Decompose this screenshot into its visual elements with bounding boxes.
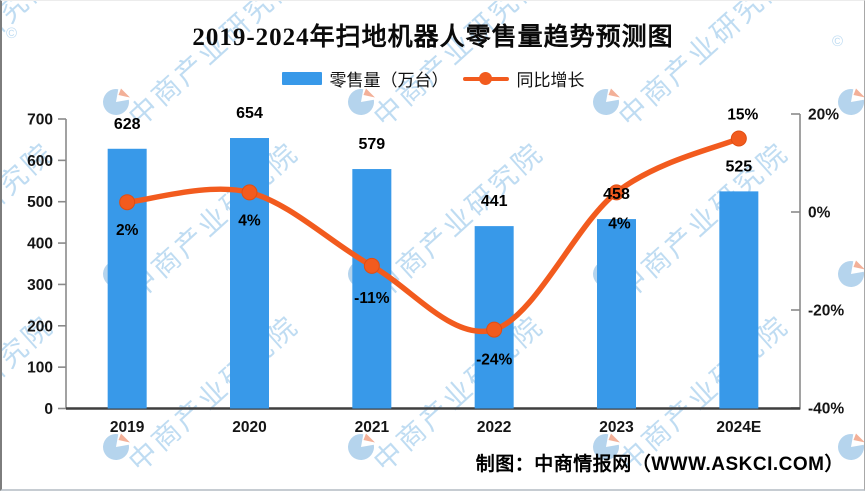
bar-2023	[597, 219, 636, 409]
line-point-2020	[241, 184, 258, 201]
bar-2021	[352, 169, 392, 409]
line-point-2022	[486, 321, 503, 338]
bar-value-label: 654	[236, 105, 263, 122]
line-value-label: 15%	[727, 107, 758, 124]
y-axis-right-tick-label: -20%	[808, 303, 844, 320]
y-axis-left-tick-label: 600	[27, 153, 53, 170]
y-axis-left-tick-label: 400	[27, 236, 53, 253]
bar-2020	[230, 138, 269, 409]
line-value-label: -11%	[354, 290, 390, 307]
y-axis-right-tick-label: 20%	[808, 107, 839, 124]
x-axis-category-label: 2022	[477, 419, 511, 436]
x-axis-category-label: 2020	[232, 419, 266, 436]
line-point-2019	[119, 194, 136, 211]
line-point-2021	[363, 257, 380, 274]
bar-value-label: 628	[114, 116, 141, 133]
bar-2019	[107, 148, 147, 409]
bar-value-label: 458	[603, 186, 630, 203]
line-value-label: 4%	[238, 212, 261, 229]
legend-bar-label: 零售量（万台）	[329, 71, 449, 90]
y-axis-right-tick-label: -40%	[808, 401, 844, 418]
line-series-swatch	[462, 72, 509, 85]
chart-title: 2019-2024年扫地机器人零售量趋势预测图	[192, 24, 674, 51]
line-point-2023	[608, 184, 625, 201]
bar-2024E	[719, 191, 759, 409]
legend-line-label: 同比增长	[516, 71, 585, 90]
x-axis-category-label: 2021	[355, 419, 390, 436]
x-axis-category-label: 2023	[599, 419, 634, 436]
y-axis-left-tick-label: 200	[27, 318, 53, 335]
line-value-label: -24%	[476, 352, 512, 369]
footer-credit: 制图：中商情报网（WWW.ASKCI.COM）	[475, 454, 844, 475]
y-axis-left-tick-label: 100	[27, 360, 53, 377]
bar-value-label: 579	[358, 136, 385, 153]
legend-item-line-series: 同比增长	[462, 66, 585, 91]
y-axis-left-tick-label: 500	[27, 194, 53, 211]
y-axis-left-tick-label: 0	[44, 401, 53, 418]
legend: 零售量（万台） 同比增长	[2, 66, 864, 91]
bar-value-label: 441	[481, 193, 508, 210]
growth-line	[124, 135, 742, 335]
x-axis-category-label: 2019	[110, 419, 145, 436]
line-value-label: 2%	[116, 222, 139, 239]
line-point-2024E	[730, 130, 747, 147]
bar-2022	[474, 226, 514, 409]
y-axis-right-tick-label: 0%	[808, 205, 831, 222]
y-axis-left-tick-label: 300	[27, 277, 53, 294]
y-axis-left-tick-label: 700	[27, 112, 53, 129]
line-value-label: 4%	[608, 215, 631, 232]
x-axis-category-label: 2024E	[716, 419, 761, 436]
line-swatch-dot-icon	[478, 72, 492, 85]
bar-series-swatch	[281, 72, 322, 85]
legend-item-bar-series: 零售量（万台）	[281, 66, 449, 91]
bar-value-label: 525	[725, 158, 752, 175]
